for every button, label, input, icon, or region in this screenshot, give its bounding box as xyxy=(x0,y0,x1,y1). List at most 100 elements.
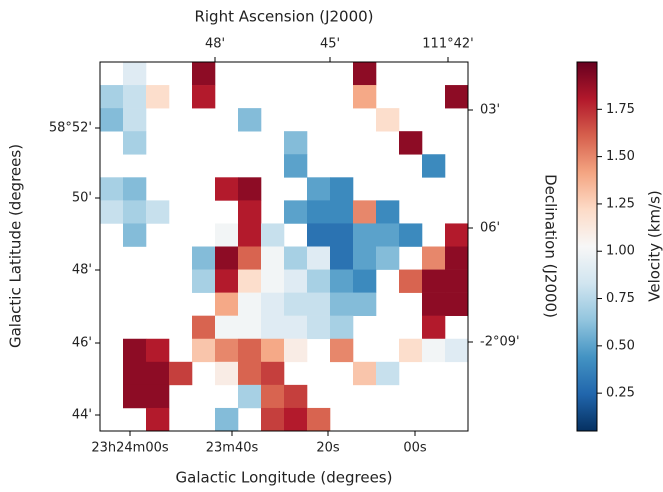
pixel xyxy=(215,223,239,247)
pixel xyxy=(123,177,147,201)
pixel xyxy=(100,177,124,201)
pixel xyxy=(215,246,239,270)
colorbar-tick-label: 1.50 xyxy=(606,149,635,164)
pixel xyxy=(284,384,308,409)
y-tick-label: 44' xyxy=(72,408,92,423)
pixel xyxy=(146,384,170,409)
pixel xyxy=(192,338,216,363)
pixel xyxy=(261,269,285,293)
pixel xyxy=(422,292,446,316)
pixel xyxy=(261,361,285,386)
pixel xyxy=(445,269,469,293)
pixel xyxy=(353,361,377,386)
pixel xyxy=(123,131,147,155)
pixel xyxy=(376,223,400,247)
pixel xyxy=(261,384,285,409)
pixel xyxy=(123,200,147,224)
pixel xyxy=(238,384,262,409)
pixel xyxy=(353,223,377,247)
pixel xyxy=(238,223,262,247)
x-tick-label: 00s xyxy=(403,441,427,456)
pixel xyxy=(376,200,400,224)
pixel xyxy=(238,108,262,132)
pixel xyxy=(307,200,331,224)
pixel xyxy=(399,338,423,363)
pixel xyxy=(284,246,308,270)
x-tick-label: 20s xyxy=(316,441,340,456)
y-tick-label: 46' xyxy=(72,336,92,351)
pixel xyxy=(215,315,239,340)
pixel xyxy=(284,131,308,155)
right-tick-label: 03' xyxy=(480,103,500,118)
top-tick-label: 48' xyxy=(205,37,225,52)
pixel xyxy=(261,315,285,340)
pixel xyxy=(307,315,331,340)
pixel xyxy=(353,292,377,316)
pixel xyxy=(307,246,331,270)
pixel xyxy=(238,361,262,386)
pixel xyxy=(376,108,400,132)
pixel xyxy=(445,292,469,316)
y-tick-label: 58°52' xyxy=(49,121,92,136)
pixel xyxy=(284,200,308,224)
pixel xyxy=(238,200,262,224)
colorbar-tick-label: 0.50 xyxy=(606,338,635,353)
pixel xyxy=(330,246,354,270)
pixel xyxy=(330,200,354,224)
pixel xyxy=(123,62,147,86)
pixel xyxy=(422,246,446,270)
image xyxy=(100,62,469,432)
colorbar-tick-label: 1.75 xyxy=(606,102,635,117)
pixel xyxy=(238,315,262,340)
pixel xyxy=(215,361,239,386)
pixel xyxy=(238,269,262,293)
pixel xyxy=(146,361,170,386)
pixel xyxy=(284,269,308,293)
top-axis-label: Right Ascension (J2000) xyxy=(194,8,373,26)
pixel xyxy=(307,223,331,247)
pixel xyxy=(123,338,147,363)
pixel xyxy=(192,269,216,293)
pixel xyxy=(399,223,423,247)
pixel xyxy=(422,269,446,293)
pixel xyxy=(284,338,308,363)
colorbar-tick-label: 0.25 xyxy=(606,386,635,401)
pixel xyxy=(215,292,239,316)
pixel xyxy=(353,85,377,109)
pixel xyxy=(238,292,262,316)
pixel xyxy=(238,177,262,201)
pixel xyxy=(192,246,216,270)
pixel xyxy=(261,246,285,270)
pixel xyxy=(376,246,400,270)
right-tick-label: 06' xyxy=(480,221,500,236)
pixel xyxy=(284,154,308,178)
pixel xyxy=(261,338,285,363)
pixel xyxy=(399,269,423,293)
y-tick-label: 48' xyxy=(72,263,92,278)
pixel xyxy=(146,338,170,363)
pixel xyxy=(422,154,446,178)
top-tick-label: 111°42' xyxy=(422,37,473,52)
x-tick-label: 23m40s xyxy=(206,441,259,456)
pixel xyxy=(307,269,331,293)
pixel xyxy=(284,292,308,316)
pixel xyxy=(192,62,216,86)
pixel xyxy=(284,315,308,340)
pixel xyxy=(445,338,469,363)
pixel xyxy=(330,292,354,316)
colorbar-tick-label: 1.25 xyxy=(606,196,635,211)
pixel xyxy=(169,361,193,386)
y-tick-label: 50' xyxy=(72,191,92,206)
pixel xyxy=(284,407,308,432)
pixel xyxy=(261,407,285,432)
pixel xyxy=(445,246,469,270)
right-tick-label: -2°09' xyxy=(480,335,520,350)
pixel xyxy=(445,223,469,247)
pixel xyxy=(353,62,377,86)
pixel xyxy=(215,407,239,432)
pixel xyxy=(100,85,124,109)
colorbar-tick-label: 1.00 xyxy=(606,244,635,259)
frame xyxy=(99,61,469,432)
pixel xyxy=(353,246,377,270)
